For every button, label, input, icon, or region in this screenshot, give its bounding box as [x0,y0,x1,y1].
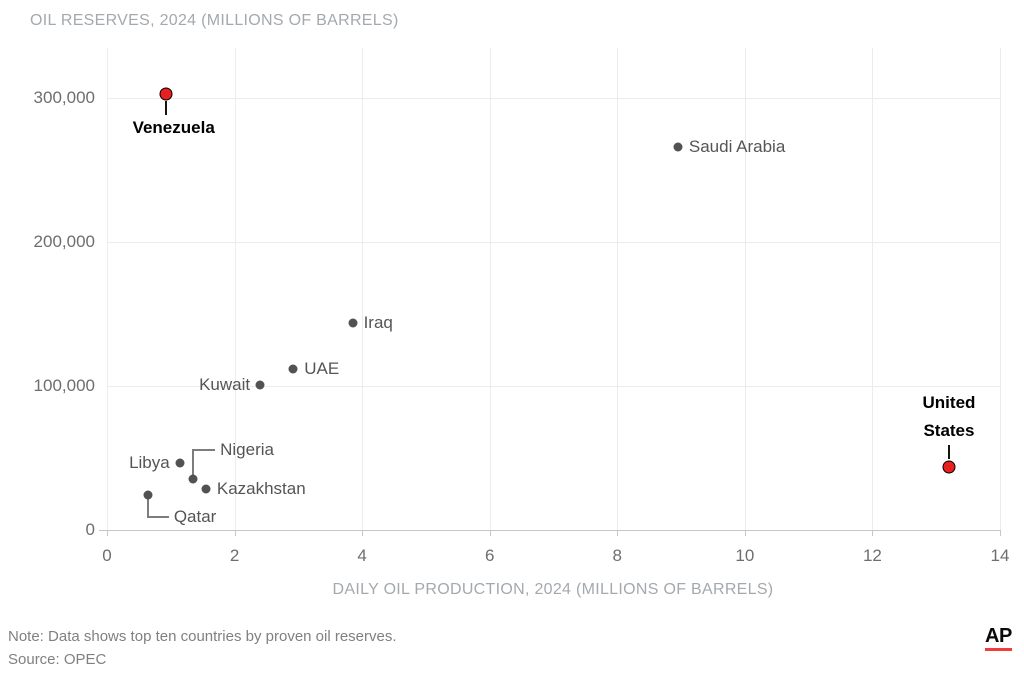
plot-area: 0 2 4 6 8 10 12 14 0 100,000 200,000 300,000 Venezue… [34,48,1009,565]
source-text: Source: OPEC [8,651,107,668]
data-point-uae [288,364,298,374]
gridline-x-4 [362,48,364,530]
point-label-venezuela: Venezuela [132,117,215,137]
data-point-kazakhstan [201,484,211,494]
chart-title: OIL RESERVES, 2024 (MILLIONS OF BARRELS) [30,12,399,29]
y-tick-label: 300,000 [33,88,95,107]
point-label-uae: UAE [304,358,340,378]
gridline-y-300,000 [107,98,1000,99]
gridline-x-10 [744,48,746,530]
point-label-kazakhstan: Kazakhstan [216,478,306,498]
y-tick-label: 0 [85,520,95,539]
gridline-x-2 [234,48,236,530]
point-label-united-states: United States [923,389,976,445]
x-axis-line [99,530,1000,531]
leader-line-nigeria [192,449,195,479]
x-axis-tick [489,530,491,536]
gridline-x-8 [617,48,619,530]
x-axis-tick [1000,530,1001,536]
data-point-nigeria [188,474,198,484]
x-axis-tick [617,530,619,536]
x-tick-label: 6 [484,546,495,565]
data-point-saudi-arabia [673,142,683,152]
gridline-y-200,000 [107,242,1000,243]
leader-line-qatar [146,494,149,518]
x-tick-label: 2 [229,546,240,565]
leader-line-venezuela [164,100,167,115]
x-tick-label: 12 [862,546,882,565]
gridline-y-100,000 [107,386,1000,387]
point-label-line: United [922,393,976,413]
note-text: Note: Data shows top ten countries by pr… [8,628,397,645]
gridline-x-14 [1000,48,1001,530]
data-point-iraq [348,318,358,328]
x-axis-tick [107,530,108,536]
y-tick-label: 200,000 [33,232,95,251]
x-axis-tick [234,530,236,536]
gridline-x-0 [107,48,108,530]
point-label-line: States [923,421,975,441]
x-tick-label: 8 [612,546,623,565]
x-axis-title: DAILY OIL PRODUCTION, 2024 (MILLIONS OF … [332,581,774,598]
point-label-saudi-arabia: Saudi Arabia [688,136,786,156]
data-point-kuwait [255,380,265,390]
x-tick-label: 0 [102,546,112,565]
point-label-libya: Libya [129,453,170,473]
gridline-x-6 [489,48,491,530]
data-point-venezuela [159,87,173,101]
data-point-qatar [143,490,153,500]
gridline-x-12 [872,48,874,530]
x-axis-tick [362,530,364,536]
data-point-united-states [942,460,956,474]
point-label-nigeria: Nigeria [220,439,274,459]
ap-logo-text: AP [985,625,1012,647]
point-label-iraq: Iraq [363,312,393,332]
leader-line-qatar [146,515,169,518]
ap-logo: AP [985,626,1013,651]
x-tick-label: 14 [990,546,1010,565]
data-point-libya [175,458,185,468]
x-tick-label: 10 [735,546,755,565]
x-tick-label: 4 [357,546,367,565]
point-label-qatar: Qatar [173,506,217,526]
x-axis-tick [744,530,746,536]
x-axis-tick [872,530,874,536]
point-label-kuwait: Kuwait [199,375,251,395]
leader-line-nigeria [192,448,216,451]
y-tick-label: 100,000 [33,376,95,395]
ap-logo-red-bar [985,648,1012,651]
leader-line-united-states [947,445,950,460]
